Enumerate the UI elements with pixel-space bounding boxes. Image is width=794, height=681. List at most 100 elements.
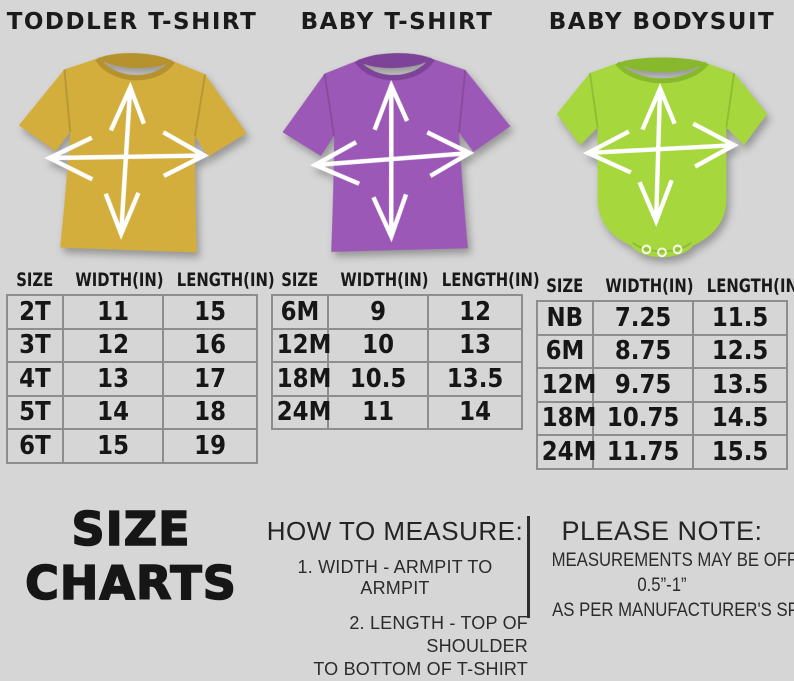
please-note-section: PLEASE NOTE: MEASUREMENTS MAY BE OFF BY …	[533, 516, 794, 622]
header-size: SIZE	[537, 275, 593, 301]
cell-text: 10	[362, 330, 394, 361]
cell-text: 18M	[276, 363, 332, 394]
tshirt-seams	[63, 69, 207, 137]
cell-length: 15.5	[692, 434, 788, 470]
toddler-tshirt-image	[0, 35, 264, 267]
cell-text: 9.75	[614, 369, 672, 400]
cell-width: 15	[62, 428, 164, 464]
header-length-label: LENGTH(IN)	[176, 269, 275, 291]
baby-bodysuit-size-table: SIZE WIDTH(IN) LENGTH(IN) NB 7.25 11.5 6…	[536, 275, 794, 470]
cell-text: 9	[370, 296, 386, 327]
header-width-label: WIDTH(IN)	[75, 269, 164, 291]
table-row: 18M 10.5 13.5	[271, 361, 523, 397]
cell-text: 15	[97, 430, 129, 461]
cell-width: 10.75	[592, 400, 694, 436]
cell-text: 15.5	[711, 436, 769, 467]
baby-tshirt-size-table: SIZE WIDTH(IN) LENGTH(IN) 6M 9 12 12M 10…	[271, 269, 540, 430]
length-arrow-icon	[637, 82, 677, 228]
cell-text: 3T	[19, 330, 51, 361]
header-size-label: SIZE	[281, 269, 319, 291]
tshirt-collar-rib	[354, 57, 435, 81]
header-length: LENGTH(IN)	[693, 275, 794, 301]
table-row: 2T 11 15	[6, 294, 258, 330]
table-row: NB 7.25 11.5	[536, 300, 788, 336]
cell-length: 13	[427, 327, 523, 363]
cell-size: 6M	[271, 294, 329, 330]
baby-tshirt-title: BABY T-SHIRT	[300, 9, 494, 35]
cell-length: 13.5	[692, 367, 788, 403]
cell-length: 12.5	[692, 333, 788, 369]
header-size-label: SIZE	[546, 275, 584, 297]
measure-step-2: 2. LENGTH - TOP OF SHOULDER TO BOTTOM OF…	[262, 612, 528, 681]
cell-length: 14	[427, 394, 523, 430]
baby-bodysuit-title: BABY BODYSUIT	[548, 9, 776, 35]
cell-size: NB	[536, 300, 594, 336]
cell-width: 7.25	[592, 300, 694, 336]
header-size-label: SIZE	[16, 269, 54, 291]
column-baby-tshirt: BABY T-SHIRT	[264, 0, 540, 430]
cell-length: 11.5	[692, 300, 788, 336]
baby-tshirt-image	[264, 35, 530, 267]
cell-text: 18M	[541, 403, 597, 434]
cell-text: 11.5	[711, 302, 769, 333]
cell-text: 2T	[19, 296, 51, 327]
cell-length: 15	[162, 294, 258, 330]
toddler-size-table: SIZE WIDTH(IN) LENGTH(IN) 2T 11 15 3T 12…	[6, 269, 275, 464]
header-length: LENGTH(IN)	[428, 269, 540, 295]
cell-width: 9	[327, 294, 429, 330]
bodysuit-seams	[588, 72, 736, 253]
cell-text: 24M	[276, 397, 332, 428]
cell-width: 10	[327, 327, 429, 363]
column-baby-bodysuit: BABY BODYSUIT	[530, 0, 794, 470]
toddler-tshirt-title: TODDLER T-SHIRT	[6, 9, 258, 35]
cell-length: 19	[162, 428, 258, 464]
table-row: 12M 9.75 13.5	[536, 367, 788, 403]
baby-bodysuit-image	[530, 35, 794, 267]
how-to-measure-section: HOW TO MEASURE: 1. WIDTH - ARMPIT TO ARM…	[262, 516, 528, 681]
header-width: WIDTH(IN)	[593, 275, 693, 301]
cell-text: 7.25	[614, 302, 672, 333]
cell-text: 6M	[545, 336, 585, 367]
cell-length: 12	[427, 294, 523, 330]
cell-length: 13.5	[427, 361, 523, 397]
cell-text: 6M	[280, 296, 320, 327]
footer: SIZE CHARTS HOW TO MEASURE: 1. WIDTH - A…	[0, 501, 794, 679]
cell-text: 24M	[541, 436, 597, 467]
cell-size: 2T	[6, 294, 64, 330]
tshirt-collar-rib	[95, 56, 176, 81]
how-to-measure-title: HOW TO MEASURE:	[266, 516, 524, 546]
section-divider	[527, 516, 530, 618]
cell-text: 11	[362, 397, 394, 428]
header-width-label: WIDTH(IN)	[605, 275, 694, 297]
width-arrow-icon	[582, 121, 739, 175]
cell-size: 24M	[271, 394, 331, 430]
cell-text: 15	[194, 296, 226, 327]
table-header-row: SIZE WIDTH(IN) LENGTH(IN)	[537, 275, 794, 301]
note-line-3-text: AS PER MANUFACTURER'S SPECS	[552, 600, 794, 621]
brand-line-2: CHARTS	[24, 555, 237, 611]
note-line-3: AS PER MANUFACTURER'S SPECS	[533, 599, 794, 622]
please-note-title: PLEASE NOTE:	[561, 516, 763, 546]
column-toddler-tshirt: TODDLER T-SHIRT	[0, 0, 275, 464]
cell-length: 17	[162, 361, 258, 397]
bodysuit-back-collar	[617, 57, 707, 73]
bodysuit-body-shape	[556, 63, 768, 258]
baby-tshirt-graphic	[282, 53, 511, 252]
toddler-tshirt-graphic	[18, 53, 247, 253]
table-row: 24M 11.75 15.5	[536, 434, 788, 470]
header-length-label: LENGTH(IN)	[441, 269, 540, 291]
cell-length: 14.5	[692, 400, 788, 436]
table-header-row: SIZE WIDTH(IN) LENGTH(IN)	[272, 269, 540, 295]
cell-size: 24M	[536, 434, 596, 470]
tshirt-back-collar	[356, 53, 433, 69]
note-line-2-text: 0.5”-1”	[637, 575, 687, 596]
cell-text: 13.5	[711, 369, 769, 400]
bodysuit-collar-rib	[615, 61, 709, 84]
cell-text: 16	[194, 330, 226, 361]
bodysuit-snap-buttons	[641, 244, 683, 258]
measure-step-2-line-1: 2. LENGTH - TOP OF SHOULDER	[349, 613, 528, 656]
header-width: WIDTH(IN)	[328, 269, 428, 295]
cell-width: 11	[327, 394, 429, 430]
cell-text: 14	[97, 397, 129, 428]
cell-width: 13	[62, 361, 164, 397]
